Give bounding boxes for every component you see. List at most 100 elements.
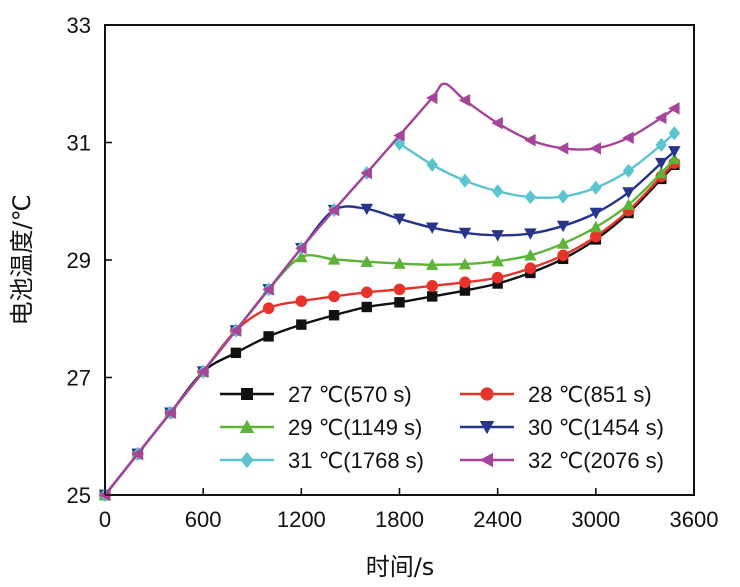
x-tick-label: 3000 — [571, 507, 620, 532]
legend-item: 31 ℃(1768 s) — [220, 448, 424, 473]
legend-label: 28 ℃(851 s) — [528, 382, 652, 407]
data-point — [230, 347, 242, 359]
data-point — [524, 249, 537, 261]
data-point — [427, 291, 438, 302]
x-axis-title: 时间/s — [366, 553, 435, 581]
data-point — [668, 146, 681, 158]
x-tick-label: 600 — [185, 507, 222, 532]
data-point — [491, 184, 504, 199]
data-point — [491, 230, 504, 242]
data-point — [262, 302, 275, 314]
data-point — [459, 173, 471, 188]
y-tick-label: 33 — [67, 13, 91, 38]
data-point — [524, 190, 537, 205]
data-point — [459, 285, 471, 296]
legend-label: 27 ℃(570 s) — [288, 382, 412, 407]
data-point — [589, 220, 603, 233]
data-point — [425, 258, 439, 270]
data-point — [491, 254, 504, 267]
series-line — [104, 132, 676, 496]
x-tick-label: 3600 — [670, 507, 719, 532]
data-point — [622, 163, 635, 178]
data-point — [459, 276, 471, 289]
legend-label: 32 ℃(2076 s) — [528, 448, 664, 473]
data-point — [655, 166, 668, 179]
data-point — [491, 116, 503, 130]
data-point — [164, 406, 176, 419]
data-point — [328, 310, 340, 321]
data-point — [458, 93, 471, 107]
data-point — [425, 222, 439, 234]
data-point — [590, 180, 602, 195]
legend-label: 30 ℃(1454 s) — [528, 415, 664, 440]
legend-item: 30 ℃(1454 s) — [460, 415, 664, 440]
data-point — [556, 220, 570, 233]
data-point — [327, 253, 341, 265]
data-point — [557, 249, 569, 262]
data-point — [229, 324, 242, 337]
y-tick-label: 29 — [67, 248, 91, 273]
data-point — [655, 157, 668, 170]
data-point — [524, 228, 537, 240]
legend-item: 28 ℃(851 s) — [460, 382, 652, 407]
data-point — [589, 142, 602, 155]
legend: 27 ℃(570 s) 28 ℃(851 s) 29 ℃(1149 s) 30 ℃(1… — [220, 382, 664, 473]
legend-marker — [241, 388, 253, 400]
data-point — [426, 157, 438, 172]
series-5 — [99, 126, 681, 503]
data-point — [393, 213, 406, 226]
data-point — [668, 152, 681, 165]
data-point — [295, 295, 308, 307]
data-point — [524, 133, 536, 147]
data-point — [557, 189, 569, 204]
data-point — [360, 286, 373, 299]
data-point — [524, 262, 537, 275]
data-point — [131, 447, 143, 461]
series-6 — [98, 82, 680, 502]
series-line — [104, 158, 676, 496]
legend-item: 32 ℃(2076 s) — [460, 448, 664, 473]
data-point — [360, 255, 374, 267]
x-tick-label: 0 — [99, 507, 111, 532]
data-point — [361, 301, 372, 313]
data-point — [425, 91, 438, 105]
data-point — [394, 297, 405, 308]
data-point — [491, 271, 504, 284]
y-tick-label: 27 — [67, 366, 91, 391]
legend-marker — [479, 421, 495, 435]
legend-item: 27 ℃(570 s) — [220, 382, 412, 407]
data-point — [556, 237, 570, 249]
data-point — [655, 137, 667, 152]
data-point — [393, 129, 405, 142]
data-point — [589, 207, 603, 220]
legend-marker — [480, 387, 494, 401]
data-point — [196, 365, 209, 378]
data-point — [360, 166, 372, 180]
data-point — [655, 111, 667, 125]
x-tick-label: 1800 — [375, 507, 424, 532]
y-tick-label: 25 — [67, 483, 91, 508]
data-point — [590, 230, 602, 243]
data-point — [296, 319, 307, 330]
legend-marker — [479, 452, 493, 468]
legend-label: 29 ℃(1149 s) — [288, 415, 422, 440]
data-point — [458, 227, 472, 240]
data-point — [622, 187, 635, 199]
data-point — [668, 126, 681, 141]
series-line — [104, 150, 676, 496]
data-point — [263, 331, 274, 342]
data-point — [393, 257, 406, 269]
data-point — [295, 242, 307, 255]
data-point — [622, 198, 635, 210]
legend-marker — [240, 451, 254, 469]
y-tick-label: 31 — [67, 131, 91, 156]
data-point — [556, 142, 569, 155]
x-tick-label: 2400 — [473, 507, 522, 532]
data-point — [295, 250, 308, 263]
y-axis-title: 电池温度/℃ — [8, 194, 36, 325]
legend-item: 29 ℃(1149 s) — [220, 415, 422, 440]
data-point — [426, 280, 439, 292]
data-point — [262, 283, 274, 296]
data-point — [328, 290, 340, 303]
